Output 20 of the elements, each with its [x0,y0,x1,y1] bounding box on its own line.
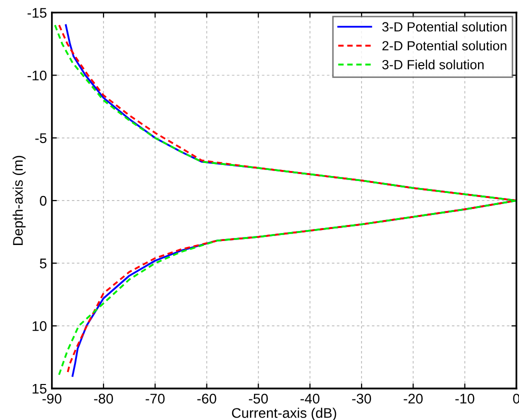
y-tick-label: -15 [28,8,46,18]
y-tick-label: 0 [40,196,46,206]
x-tick-label: -70 [146,394,165,404]
legend-label: 3-D Field solution [382,60,484,70]
y-tick-label: 10 [32,321,46,332]
y-tick-label: -5 [35,133,46,144]
x-tick-label: -30 [352,394,372,404]
legend-label: 2-D Potential solution [382,40,506,50]
legend-label: 3-D Potential solution [382,22,506,32]
x-tick-label: -10 [455,394,474,404]
x-tick-label: -80 [94,394,114,404]
y-tick-label: 15 [32,384,46,394]
x-tick-label: -90 [42,394,62,404]
x-tick-label: -50 [248,394,268,404]
x-tick-label: -60 [197,394,216,404]
x-tick-label: -20 [404,394,423,404]
y-axis-title: Depth-axis (m) [12,156,26,245]
y-tick-label: -10 [28,70,46,80]
x-tick-label: -40 [300,394,320,404]
y-tick-label: 5 [40,258,46,268]
